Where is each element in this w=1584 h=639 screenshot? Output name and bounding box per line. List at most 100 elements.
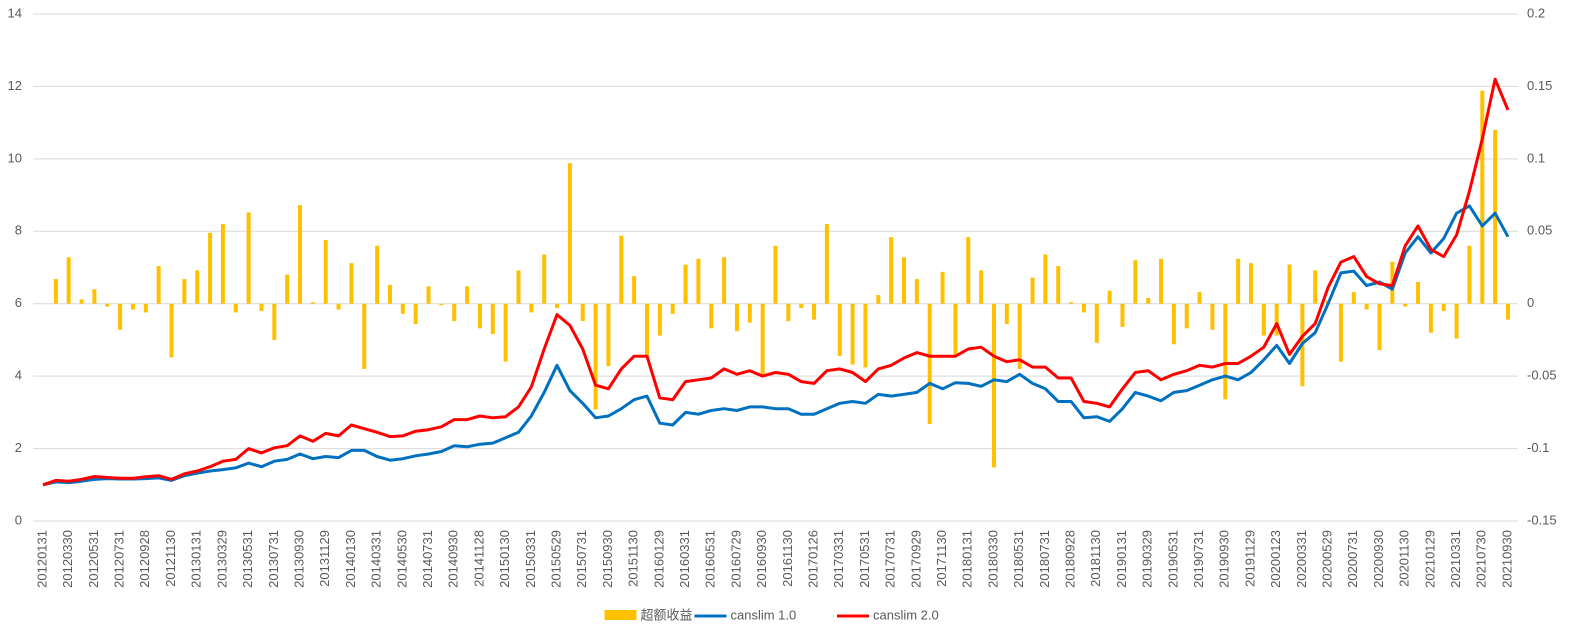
bar xyxy=(130,303,135,310)
bar xyxy=(259,303,264,311)
x-tick-label: 20160930 xyxy=(754,530,769,588)
x-tick-label: 20170126 xyxy=(805,530,820,588)
y-tick-label: 0 xyxy=(15,512,22,527)
x-tick-label: 20120731 xyxy=(112,530,127,588)
x-tick-label: 20160129 xyxy=(651,530,666,588)
bar xyxy=(760,303,765,377)
bar xyxy=(670,303,675,314)
bar xyxy=(1416,281,1421,304)
bar xyxy=(1120,303,1125,327)
y2-tick-label: 0 xyxy=(1527,295,1534,310)
x-tick-label: 20181130 xyxy=(1088,530,1103,587)
legend-label: canslim 1.0 xyxy=(731,607,797,622)
bar xyxy=(1377,303,1382,351)
x-tick-label: 20170331 xyxy=(831,530,846,588)
bar xyxy=(1223,303,1228,400)
bar xyxy=(298,205,303,304)
bar xyxy=(195,270,200,304)
x-tick-label: 20121130 xyxy=(163,530,178,587)
bar xyxy=(169,303,174,358)
bar xyxy=(465,286,470,304)
x-tick-label: 20170731 xyxy=(883,530,898,588)
bar xyxy=(516,270,521,304)
bar xyxy=(1403,303,1408,307)
bar xyxy=(914,279,919,304)
bar xyxy=(1338,303,1343,362)
bar xyxy=(632,276,637,304)
x-tick-label: 20150331 xyxy=(523,530,538,588)
x-tick-label: 20141128 xyxy=(471,530,486,587)
x-tick-label: 20150930 xyxy=(600,530,615,588)
bar xyxy=(850,303,855,365)
y-tick-label: 4 xyxy=(15,368,22,383)
bar xyxy=(413,303,418,324)
bar xyxy=(1030,277,1035,304)
x-tick-label: 20180531 xyxy=(1011,530,1026,588)
bar xyxy=(722,257,727,304)
bar xyxy=(143,303,148,313)
x-tick-label: 20161130 xyxy=(780,530,795,587)
line xyxy=(42,77,1510,487)
bar xyxy=(889,237,894,304)
bar xyxy=(1107,290,1112,304)
bar xyxy=(1506,303,1510,320)
legend-swatch xyxy=(604,610,637,620)
bar xyxy=(940,271,945,304)
x-tick-label: 20210129 xyxy=(1422,530,1437,588)
bar xyxy=(1210,303,1215,330)
bar xyxy=(606,303,611,367)
x-tick-label: 20170531 xyxy=(857,530,872,588)
y-tick-label: 8 xyxy=(15,223,22,238)
x-tick-label: 20120330 xyxy=(60,530,75,588)
x-tick-label: 20200731 xyxy=(1345,530,1360,588)
bar xyxy=(220,224,225,304)
x-tick-label: 20120531 xyxy=(86,530,101,588)
bar xyxy=(696,258,701,304)
bar xyxy=(1056,266,1061,304)
bar xyxy=(824,224,829,304)
x-tick-label: 20131129 xyxy=(317,530,332,587)
x-tick-label: 20201130 xyxy=(1397,530,1412,587)
y-tick-label: 10 xyxy=(8,150,22,165)
bar xyxy=(375,245,380,304)
bar xyxy=(53,279,58,304)
x-tick-label: 20180131 xyxy=(960,530,975,588)
x-tick-label: 20160531 xyxy=(703,530,718,588)
x-tick-label: 20140930 xyxy=(446,530,461,588)
bar xyxy=(773,245,778,304)
bar xyxy=(902,257,907,304)
bar xyxy=(285,274,290,304)
line xyxy=(42,204,1510,487)
x-tick-label: 20200123 xyxy=(1268,530,1283,588)
bar xyxy=(786,303,791,322)
bar xyxy=(182,279,187,304)
bar xyxy=(799,303,804,309)
bar xyxy=(567,163,572,304)
x-tick-label: 20210331 xyxy=(1448,530,1463,588)
bar xyxy=(979,270,984,304)
x-tick-label: 20190930 xyxy=(1217,530,1232,588)
x-tick-label: 20130731 xyxy=(266,530,281,588)
bar xyxy=(927,303,932,424)
bar xyxy=(1017,303,1022,369)
bar xyxy=(683,264,688,304)
bar xyxy=(156,266,161,304)
bar xyxy=(876,295,881,304)
bar xyxy=(1146,297,1151,304)
x-tick-label: 20140530 xyxy=(394,530,409,588)
x-tick-label: 20200529 xyxy=(1320,530,1335,588)
bar xyxy=(272,303,277,340)
bar xyxy=(953,303,958,355)
bar xyxy=(246,212,251,304)
x-tick-label: 20200930 xyxy=(1371,530,1386,588)
x-tick-label: 20130531 xyxy=(240,530,255,588)
bar xyxy=(426,286,431,304)
bar xyxy=(863,303,868,368)
y2-tick-label: 0.2 xyxy=(1527,5,1545,20)
bar xyxy=(208,232,213,304)
x-tick-label: 20170929 xyxy=(908,530,923,588)
bar xyxy=(837,303,842,356)
bar xyxy=(1069,302,1074,304)
bar xyxy=(1364,303,1369,310)
